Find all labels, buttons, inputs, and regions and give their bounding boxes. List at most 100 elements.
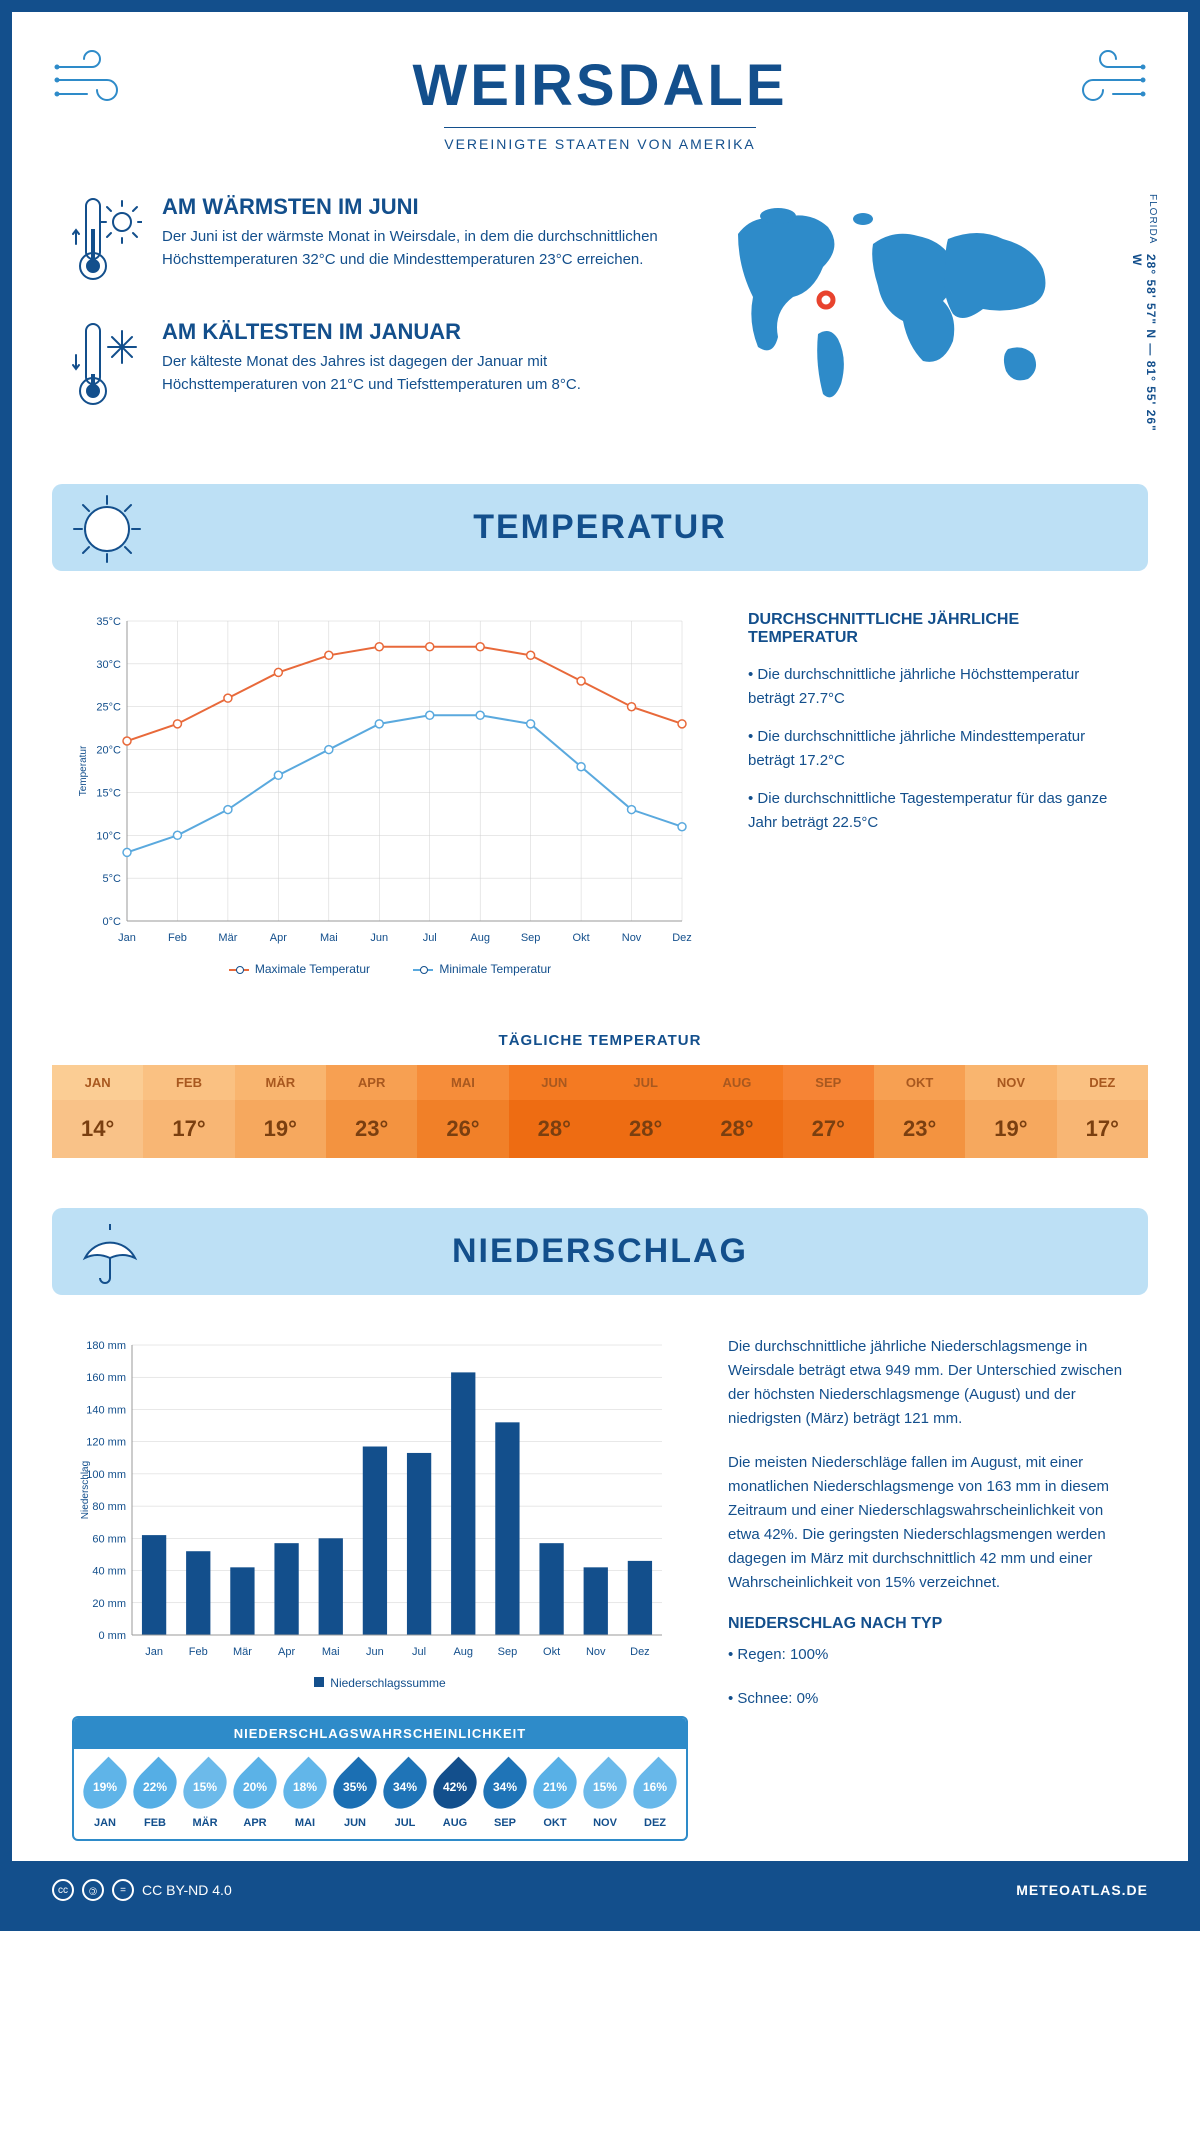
- location-marker-icon: [819, 293, 833, 307]
- avg-temp-heading: DURCHSCHNITTLICHE JÄHRLICHE TEMPERATUR: [748, 611, 1128, 647]
- svg-text:40 mm: 40 mm: [92, 1566, 126, 1578]
- svg-text:0°C: 0°C: [103, 916, 122, 928]
- svg-text:15°C: 15°C: [96, 787, 121, 799]
- svg-text:140 mm: 140 mm: [86, 1404, 126, 1416]
- precip-probability-box: NIEDERSCHLAGSWAHRSCHEINLICHKEIT 19% JAN …: [72, 1716, 688, 1841]
- umbrella-icon: [70, 1216, 145, 1291]
- svg-text:Sep: Sep: [498, 1646, 518, 1658]
- daily-temp-col: JUN 28°: [509, 1065, 600, 1158]
- svg-text:Mär: Mär: [233, 1646, 252, 1658]
- sun-icon: [70, 492, 145, 567]
- raindrop-icon: 42%: [425, 1757, 486, 1818]
- raindrop-icon: 18%: [275, 1757, 336, 1818]
- avg-temp-bullet: • Die durchschnittliche jährliche Höchst…: [748, 663, 1128, 711]
- svg-text:Jan: Jan: [118, 932, 136, 944]
- prob-cell: 20% APR: [230, 1763, 280, 1829]
- svg-text:Feb: Feb: [168, 932, 187, 944]
- svg-text:Jun: Jun: [370, 932, 388, 944]
- precip-legend: Niederschlagssumme: [72, 1670, 688, 1696]
- avg-temp-bullet: • Die durchschnittliche jährliche Mindes…: [748, 725, 1128, 773]
- daily-temp-col: MAI 26°: [417, 1065, 508, 1158]
- prob-cell: 15% NOV: [580, 1763, 630, 1829]
- daily-temp-col: OKT 23°: [874, 1065, 965, 1158]
- svg-text:Dez: Dez: [672, 932, 692, 944]
- svg-text:Jan: Jan: [145, 1646, 163, 1658]
- svg-text:60 mm: 60 mm: [92, 1533, 126, 1545]
- svg-text:10°C: 10°C: [96, 830, 121, 842]
- temperature-legend: Maximale Temperatur Minimale Temperatur: [72, 956, 708, 982]
- precip-paragraph: Die meisten Niederschläge fallen im Augu…: [728, 1451, 1128, 1595]
- raindrop-icon: 20%: [225, 1757, 286, 1818]
- svg-text:Niederschlag: Niederschlag: [80, 1461, 91, 1519]
- svg-text:Apr: Apr: [278, 1646, 295, 1658]
- prob-cell: 35% JUN: [330, 1763, 380, 1829]
- raindrop-icon: 21%: [525, 1757, 586, 1818]
- precip-by-type: • Regen: 100%: [728, 1643, 1128, 1667]
- svg-text:Okt: Okt: [543, 1646, 560, 1658]
- precip-heading: NIEDERSCHLAG: [52, 1232, 1148, 1271]
- thermometer-hot-icon: [72, 194, 142, 289]
- coords-label: 28° 58' 57" N — 81° 55' 26" W: [1130, 254, 1158, 444]
- precip-by-type: • Schnee: 0%: [728, 1687, 1128, 1711]
- svg-text:25°C: 25°C: [96, 702, 121, 714]
- page-header: WEIRSDALE VEREINIGTE STAATEN VON AMERIKA: [12, 12, 1188, 174]
- prob-cell: 22% FEB: [130, 1763, 180, 1829]
- daily-temp-table: JAN 14° FEB 17° MÄR 19° APR 23° MAI 26° …: [52, 1065, 1148, 1158]
- world-map: [708, 194, 1088, 414]
- wind-icon: [1058, 42, 1148, 124]
- raindrop-icon: 15%: [575, 1757, 636, 1818]
- raindrop-icon: 34%: [475, 1757, 536, 1818]
- precip-by-type-heading: NIEDERSCHLAG NACH TYP: [728, 1615, 1128, 1633]
- prob-heading: NIEDERSCHLAGSWAHRSCHEINLICHKEIT: [74, 1718, 686, 1749]
- precip-paragraph: Die durchschnittliche jährliche Niedersc…: [728, 1335, 1128, 1431]
- coldest-fact: AM KÄLTESTEN IM JANUAR Der kälteste Mona…: [72, 319, 668, 414]
- prob-cell: 16% DEZ: [630, 1763, 680, 1829]
- thermometer-cold-icon: [72, 319, 142, 414]
- daily-temp-col: DEZ 17°: [1057, 1065, 1148, 1158]
- svg-text:100 mm: 100 mm: [86, 1469, 126, 1481]
- svg-text:Jul: Jul: [412, 1646, 426, 1658]
- page-title: WEIRSDALE: [42, 52, 1158, 119]
- svg-text:30°C: 30°C: [96, 659, 121, 671]
- raindrop-icon: 22%: [125, 1757, 186, 1818]
- svg-text:Mär: Mär: [218, 932, 237, 944]
- daily-temp-col: SEP 27°: [783, 1065, 874, 1158]
- warmest-fact: AM WÄRMSTEN IM JUNI Der Juni ist der wär…: [72, 194, 668, 289]
- by-icon: 🄯: [82, 1879, 104, 1901]
- svg-text:120 mm: 120 mm: [86, 1437, 126, 1449]
- daily-temp-col: MÄR 19°: [235, 1065, 326, 1158]
- avg-temp-bullet: • Die durchschnittliche Tagestemperatur …: [748, 787, 1128, 835]
- svg-text:Apr: Apr: [270, 932, 287, 944]
- raindrop-icon: 35%: [325, 1757, 386, 1818]
- warmest-text: Der Juni ist der wärmste Monat in Weirsd…: [162, 226, 668, 271]
- svg-text:180 mm: 180 mm: [86, 1340, 126, 1352]
- svg-text:Dez: Dez: [630, 1646, 650, 1658]
- license-text: CC BY-ND 4.0: [142, 1882, 232, 1898]
- cc-icon: cc: [52, 1879, 74, 1901]
- coldest-title: AM KÄLTESTEN IM JANUAR: [162, 319, 668, 345]
- prob-cell: 42% AUG: [430, 1763, 480, 1829]
- prob-cell: 34% SEP: [480, 1763, 530, 1829]
- daily-temp-col: APR 23°: [326, 1065, 417, 1158]
- nd-icon: =: [112, 1879, 134, 1901]
- daily-temp-col: JAN 14°: [52, 1065, 143, 1158]
- svg-text:Jun: Jun: [366, 1646, 384, 1658]
- svg-text:Okt: Okt: [573, 932, 590, 944]
- svg-text:Mai: Mai: [322, 1646, 340, 1658]
- raindrop-icon: 34%: [375, 1757, 436, 1818]
- svg-text:Mai: Mai: [320, 932, 338, 944]
- svg-text:Nov: Nov: [586, 1646, 606, 1658]
- wind-icon: [52, 42, 142, 124]
- warmest-title: AM WÄRMSTEN IM JUNI: [162, 194, 668, 220]
- svg-text:Temperatur: Temperatur: [78, 745, 89, 796]
- svg-text:Sep: Sep: [521, 932, 541, 944]
- daily-temp-col: JUL 28°: [600, 1065, 691, 1158]
- coldest-text: Der kälteste Monat des Jahres ist dagege…: [162, 351, 668, 396]
- page-subtitle: VEREINIGTE STAATEN VON AMERIKA: [444, 127, 756, 152]
- prob-cell: 19% JAN: [80, 1763, 130, 1829]
- page-footer: cc 🄯 = CC BY-ND 4.0 METEOATLAS.DE: [12, 1861, 1188, 1919]
- svg-text:20 mm: 20 mm: [92, 1598, 126, 1610]
- precip-banner: NIEDERSCHLAG: [52, 1208, 1148, 1295]
- prob-cell: 15% MÄR: [180, 1763, 230, 1829]
- daily-temp-col: FEB 17°: [143, 1065, 234, 1158]
